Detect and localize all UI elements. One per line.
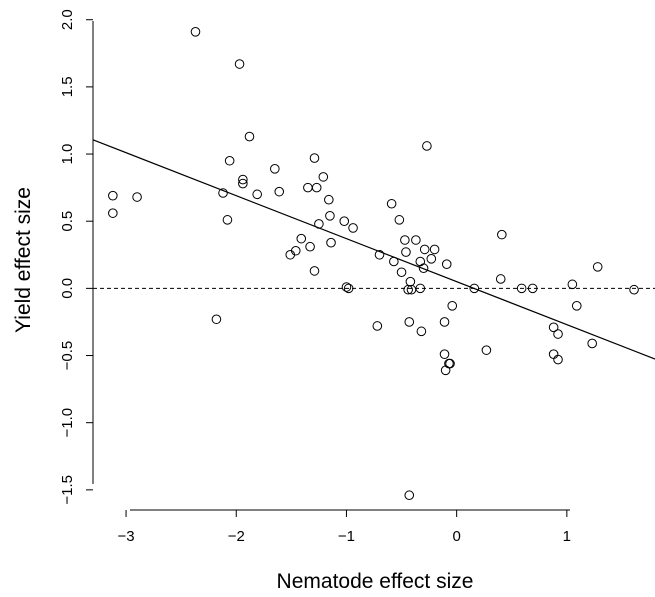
data-point (372, 321, 383, 331)
data-point (429, 244, 440, 255)
data-point (318, 172, 329, 182)
data-point (326, 237, 336, 248)
data-point (411, 235, 421, 245)
data-point (587, 338, 597, 349)
data-point (108, 190, 118, 201)
data-point (497, 229, 507, 240)
data-point (527, 283, 538, 294)
data-point (553, 329, 563, 339)
x-tick-label: −3 (118, 528, 135, 545)
data-point (396, 267, 407, 278)
data-point (218, 188, 228, 198)
data-point (415, 283, 426, 294)
data-point (290, 245, 301, 256)
x-axis-ticks: −3 −2 −1 0 1 (118, 510, 571, 545)
data-point (426, 254, 437, 264)
data-point (415, 256, 426, 267)
y-tick-label: −1.5 (59, 475, 76, 505)
data-point (374, 249, 385, 260)
data-point (394, 215, 405, 225)
data-point (416, 326, 427, 337)
data-point (419, 244, 430, 255)
data-point (469, 283, 480, 294)
data-point (422, 141, 432, 151)
data-point (495, 274, 506, 284)
data-point (341, 282, 352, 292)
regression-line (92, 139, 655, 360)
data-point (224, 155, 235, 166)
y-tick-label: 1.5 (59, 76, 76, 97)
data-point (238, 174, 248, 185)
data-point (211, 314, 222, 325)
x-tick-label: 1 (563, 528, 571, 545)
data-point (401, 247, 411, 257)
y-tick-label: 0.0 (59, 278, 76, 299)
data-point (439, 317, 450, 327)
y-tick-label: −0.5 (59, 341, 76, 371)
data-point (296, 233, 307, 244)
data-point (386, 198, 397, 209)
y-tick-label: 0.5 (59, 211, 76, 232)
data-point (303, 182, 313, 193)
data-point (324, 194, 334, 205)
y-axis-title: Yield effect size (12, 187, 35, 333)
data-point (404, 317, 415, 327)
data-point (108, 208, 118, 218)
x-tick-label: −2 (228, 528, 245, 545)
data-point (445, 358, 455, 369)
x-tick-label: 0 (452, 528, 460, 545)
data-point (447, 301, 458, 311)
data-point (244, 131, 255, 142)
x-axis-title: Nematode effect size (277, 570, 474, 593)
data-point (405, 276, 416, 287)
data-point (190, 27, 201, 37)
y-tick-label: 2.0 (59, 9, 76, 30)
data-point (222, 215, 233, 225)
data-point (305, 241, 315, 252)
data-points (108, 27, 639, 501)
data-point (270, 164, 280, 174)
data-point (234, 59, 245, 69)
data-point (441, 259, 452, 269)
data-point (343, 283, 354, 294)
data-point (348, 223, 358, 233)
data-point (567, 279, 578, 290)
y-axis-ticks: −1.5 −1.0 −0.5 0.0 0.5 1.0 1.5 2.0 (59, 9, 93, 505)
data-point (553, 354, 563, 365)
x-tick-label: −1 (338, 528, 355, 545)
data-point (439, 349, 450, 359)
data-point (314, 219, 324, 229)
data-point (309, 266, 320, 276)
regression-line-layer (92, 139, 655, 360)
data-point (389, 256, 399, 267)
data-point (325, 211, 335, 221)
data-point (132, 192, 142, 202)
data-point (592, 262, 603, 272)
y-tick-label: 1.0 (59, 144, 76, 165)
data-point (309, 153, 320, 163)
y-tick-label: −1.0 (59, 408, 76, 438)
data-point (629, 284, 639, 295)
data-point (481, 345, 492, 355)
data-point (404, 490, 415, 501)
axis-lines (92, 21, 570, 511)
data-point (516, 283, 527, 294)
data-point (418, 263, 429, 274)
data-point (548, 349, 559, 359)
data-point (238, 178, 248, 189)
data-point (400, 235, 410, 245)
data-point (571, 301, 582, 311)
data-point (311, 182, 322, 193)
data-point (274, 186, 285, 197)
data-point (252, 189, 262, 200)
data-point (339, 216, 350, 227)
data-point (548, 322, 559, 333)
